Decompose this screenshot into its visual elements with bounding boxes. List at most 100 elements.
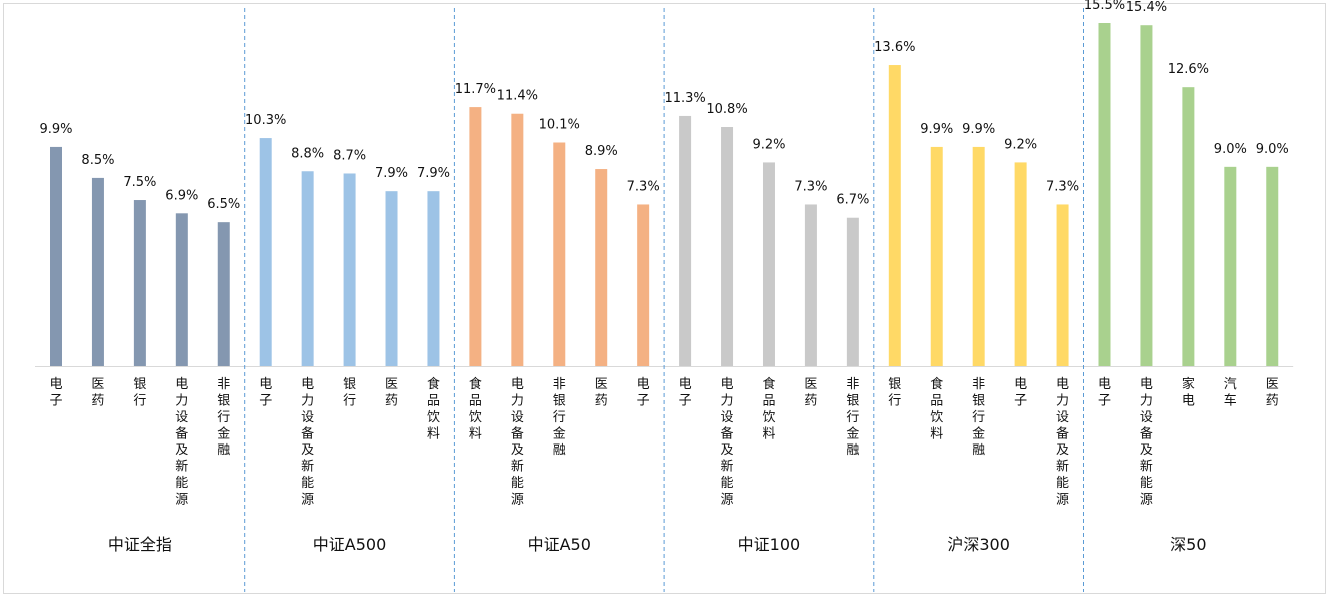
category-label: 车 xyxy=(1224,393,1237,409)
category-label: 源 xyxy=(721,493,734,508)
bar xyxy=(846,217,859,366)
bar xyxy=(721,127,734,366)
data-label: 7.9% xyxy=(417,166,450,181)
category-label: 备 xyxy=(175,426,188,442)
category-label: 行 xyxy=(343,394,356,409)
category-label: 饮 xyxy=(469,410,482,425)
category-label: 药 xyxy=(385,394,398,409)
category-label: 备 xyxy=(1056,426,1069,442)
data-label: 6.5% xyxy=(207,197,240,212)
group-label: 中证100 xyxy=(738,535,801,554)
category-label: 子 xyxy=(259,394,272,409)
category-label: 及 xyxy=(301,443,314,458)
category-label: 及 xyxy=(175,443,188,458)
bar xyxy=(888,65,901,366)
data-label: 9.0% xyxy=(1256,142,1289,157)
category-label: 药 xyxy=(595,394,608,409)
category-label: 药 xyxy=(1266,394,1279,409)
category-label: 力 xyxy=(511,394,524,409)
bar xyxy=(427,191,440,366)
category-label: 能 xyxy=(1140,476,1153,491)
category-label: 品 xyxy=(762,394,775,409)
category-label: 新 xyxy=(1140,459,1153,475)
data-label: 8.9% xyxy=(585,144,618,159)
category-label: 设 xyxy=(511,410,524,425)
bar xyxy=(553,142,566,366)
bar xyxy=(133,200,146,366)
category-label: 料 xyxy=(427,427,440,442)
category-label: 能 xyxy=(301,476,314,491)
category-label: 力 xyxy=(175,394,188,409)
category-label: 金 xyxy=(217,426,230,442)
data-label: 9.9% xyxy=(962,122,995,137)
group-label: 中证A50 xyxy=(528,535,591,554)
bar xyxy=(1140,25,1153,367)
category-label: 能 xyxy=(511,476,524,491)
bar xyxy=(595,169,608,366)
category-label: 子 xyxy=(1098,394,1111,409)
category-label: 食 xyxy=(427,376,440,392)
category-label: 饮 xyxy=(427,410,440,425)
category-label: 食 xyxy=(930,376,943,392)
category-label: 金 xyxy=(846,426,859,442)
category-label: 源 xyxy=(1056,493,1069,508)
category-label: 子 xyxy=(679,394,692,409)
category-label: 及 xyxy=(1056,443,1069,458)
data-label: 9.9% xyxy=(39,122,72,137)
bar xyxy=(637,204,650,366)
category-label: 子 xyxy=(49,394,62,409)
category-label: 能 xyxy=(1056,476,1069,491)
data-label: 6.7% xyxy=(836,193,869,208)
group-label: 中证全指 xyxy=(108,535,172,554)
category-label: 行 xyxy=(133,394,146,409)
category-label: 力 xyxy=(721,394,734,409)
bar xyxy=(1014,162,1027,366)
category-label: 融 xyxy=(217,443,230,458)
category-label: 电 xyxy=(511,377,524,392)
category-label: 行 xyxy=(846,410,859,425)
category-label: 银 xyxy=(972,394,985,409)
category-label: 新 xyxy=(175,459,188,475)
category-label: 品 xyxy=(469,394,482,409)
category-label: 电 xyxy=(637,377,650,392)
category-label: 行 xyxy=(972,410,985,425)
category-label: 食 xyxy=(469,376,482,392)
bar xyxy=(972,146,985,366)
bar xyxy=(343,173,356,366)
category-label: 银 xyxy=(888,377,901,392)
category-label: 料 xyxy=(762,427,775,442)
bar xyxy=(1182,87,1195,366)
category-label: 非 xyxy=(217,377,230,392)
data-label: 9.0% xyxy=(1214,142,1247,157)
category-label: 融 xyxy=(972,443,985,458)
bar xyxy=(259,138,272,366)
category-label: 能 xyxy=(175,476,188,491)
category-label: 银 xyxy=(846,394,859,409)
category-label: 及 xyxy=(1140,443,1153,458)
category-label: 源 xyxy=(1140,493,1153,508)
category-label: 饮 xyxy=(930,410,943,425)
category-label: 非 xyxy=(553,377,566,392)
category-label: 新 xyxy=(1056,459,1069,475)
category-label: 新 xyxy=(511,459,524,475)
bar xyxy=(217,222,230,366)
category-label: 金 xyxy=(972,426,985,442)
category-label: 设 xyxy=(301,410,314,425)
category-label: 电 xyxy=(679,377,692,392)
category-label: 行 xyxy=(217,410,230,425)
category-label: 能 xyxy=(721,476,734,491)
category-label: 及 xyxy=(721,443,734,458)
data-label: 10.1% xyxy=(539,117,580,132)
category-label: 医 xyxy=(91,377,104,392)
data-label: 7.3% xyxy=(794,179,827,194)
category-label: 新 xyxy=(721,459,734,475)
data-label: 9.9% xyxy=(920,122,953,137)
category-label: 力 xyxy=(301,394,314,409)
bar xyxy=(679,115,692,367)
data-label: 8.5% xyxy=(81,153,114,168)
category-label: 源 xyxy=(301,493,314,508)
bar xyxy=(1098,23,1111,366)
chart-frame xyxy=(3,3,1326,594)
category-label: 备 xyxy=(721,426,734,442)
